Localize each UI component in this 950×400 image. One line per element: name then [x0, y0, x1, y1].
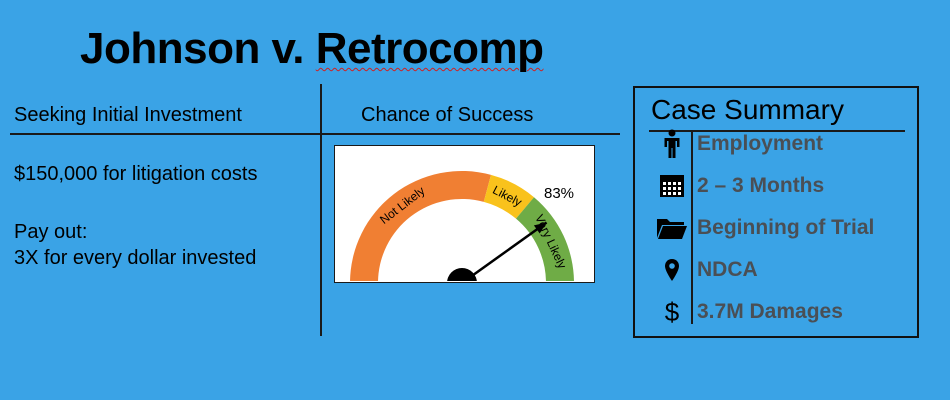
gauge-segment-not-likely — [350, 171, 491, 281]
case-summary-title: Case Summary — [651, 94, 844, 125]
chance-header: Chance of Success — [361, 104, 534, 126]
payout-text: 3X for every dollar invested — [14, 247, 257, 269]
payout-label: Pay out: — [14, 221, 88, 243]
page-title: Johnson v. Retrocomp — [80, 24, 544, 74]
gauge-chart: Not Likely Likely Very Likely 83% — [350, 171, 574, 281]
folder-icon — [655, 210, 689, 246]
gauge-segment-likely — [483, 174, 534, 219]
case-summary-panel: Case Summary Employment — [633, 86, 919, 338]
investment-amount: $150,000 for litigation costs — [14, 163, 258, 185]
investment-header: Seeking Initial Investment — [14, 104, 242, 126]
summary-label-venue: NDCA — [697, 258, 758, 281]
case-summary-divider — [649, 130, 905, 132]
summary-label-damages: 3.7M Damages — [697, 300, 843, 323]
summary-label-duration: 2 – 3 Months — [697, 174, 825, 197]
summary-item-stage: Beginning of Trial — [635, 210, 919, 246]
gauge-segment-very-likely — [515, 197, 574, 281]
calendar-icon — [655, 168, 689, 204]
summary-label-case-type: Employment — [697, 132, 824, 155]
summary-item-case-type: Employment — [635, 126, 919, 162]
gauge-needle-tip — [533, 222, 547, 234]
success-gauge: Not Likely Likely Very Likely 83% — [334, 145, 595, 283]
location-pin-icon — [655, 252, 689, 288]
title-plaintiff: Johnson v. — [80, 24, 316, 73]
gauge-needle — [462, 221, 548, 281]
title-defendant: Retrocomp — [315, 24, 544, 73]
summary-label-stage: Beginning of Trial — [697, 216, 875, 239]
person-icon — [655, 126, 689, 162]
summary-item-venue: NDCA — [635, 252, 919, 288]
case-summary-icon-divider — [691, 132, 693, 324]
summary-item-damages: $ 3.7M Damages — [635, 294, 919, 330]
column-divider — [320, 84, 322, 336]
gauge-hub — [447, 268, 477, 281]
header-divider — [10, 133, 620, 135]
gauge-value-label: 83% — [544, 185, 574, 202]
dollar-icon: $ — [664, 296, 680, 327]
summary-item-duration: 2 – 3 Months — [635, 168, 919, 204]
